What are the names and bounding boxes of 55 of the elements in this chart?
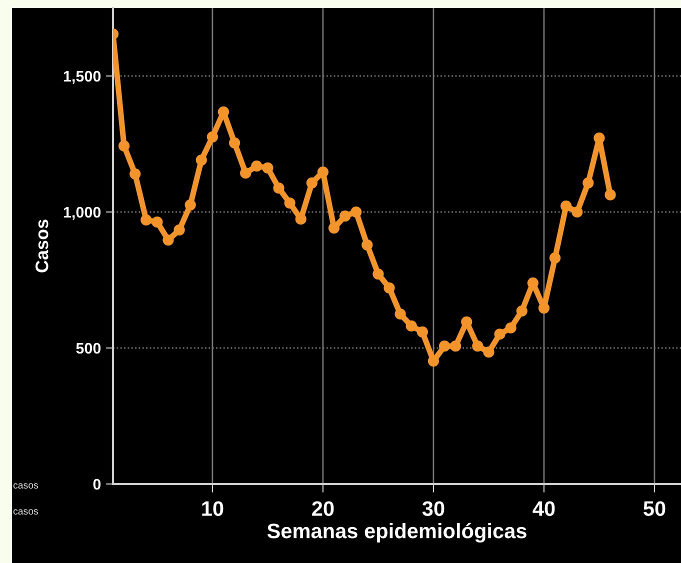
point [184, 199, 196, 210]
text: casos [13, 509, 38, 515]
point [284, 197, 296, 209]
point [516, 305, 528, 317]
point [483, 346, 494, 358]
point [604, 189, 616, 200]
x-tick-label: 40 [532, 501, 555, 516]
point [162, 234, 174, 246]
point [582, 177, 594, 188]
x-tick-label: 10 [202, 501, 224, 516]
point [152, 216, 163, 228]
point [328, 222, 340, 234]
point [306, 177, 318, 188]
point [438, 340, 450, 352]
point [206, 131, 218, 142]
point [538, 302, 550, 314]
x-axis-title: Semanas epidemiológicas [267, 522, 526, 543]
y-tick-label: 1,000 [64, 206, 101, 220]
point [130, 168, 141, 180]
point [317, 166, 329, 178]
point [384, 282, 395, 294]
point [472, 340, 484, 352]
point [450, 340, 462, 352]
point [340, 210, 351, 222]
point [174, 224, 185, 236]
point [362, 239, 373, 250]
point [560, 200, 572, 212]
point [594, 132, 605, 144]
point [494, 328, 506, 340]
x-tick-label: 20 [312, 501, 334, 516]
point [273, 182, 284, 194]
x-tick-label: 30 [422, 501, 444, 516]
point [140, 214, 152, 226]
point [372, 268, 384, 280]
point [251, 160, 262, 172]
y-tick-label: 500 [76, 342, 101, 354]
point [240, 168, 252, 179]
point [394, 308, 406, 320]
point [229, 137, 240, 148]
point [118, 140, 130, 152]
y-tick-label: 1,500 [64, 70, 101, 84]
point [218, 106, 230, 118]
point [262, 162, 274, 174]
y-axis-title: Casos [36, 220, 48, 272]
text: casos [13, 483, 38, 489]
point [549, 252, 561, 264]
point [416, 326, 428, 338]
point [295, 214, 306, 225]
point [505, 322, 516, 334]
x-tick-label: 50 [644, 501, 666, 516]
point [572, 206, 583, 218]
y-tick-label: 0 [93, 478, 101, 490]
point [406, 320, 417, 332]
point [196, 154, 207, 166]
point [350, 206, 362, 218]
